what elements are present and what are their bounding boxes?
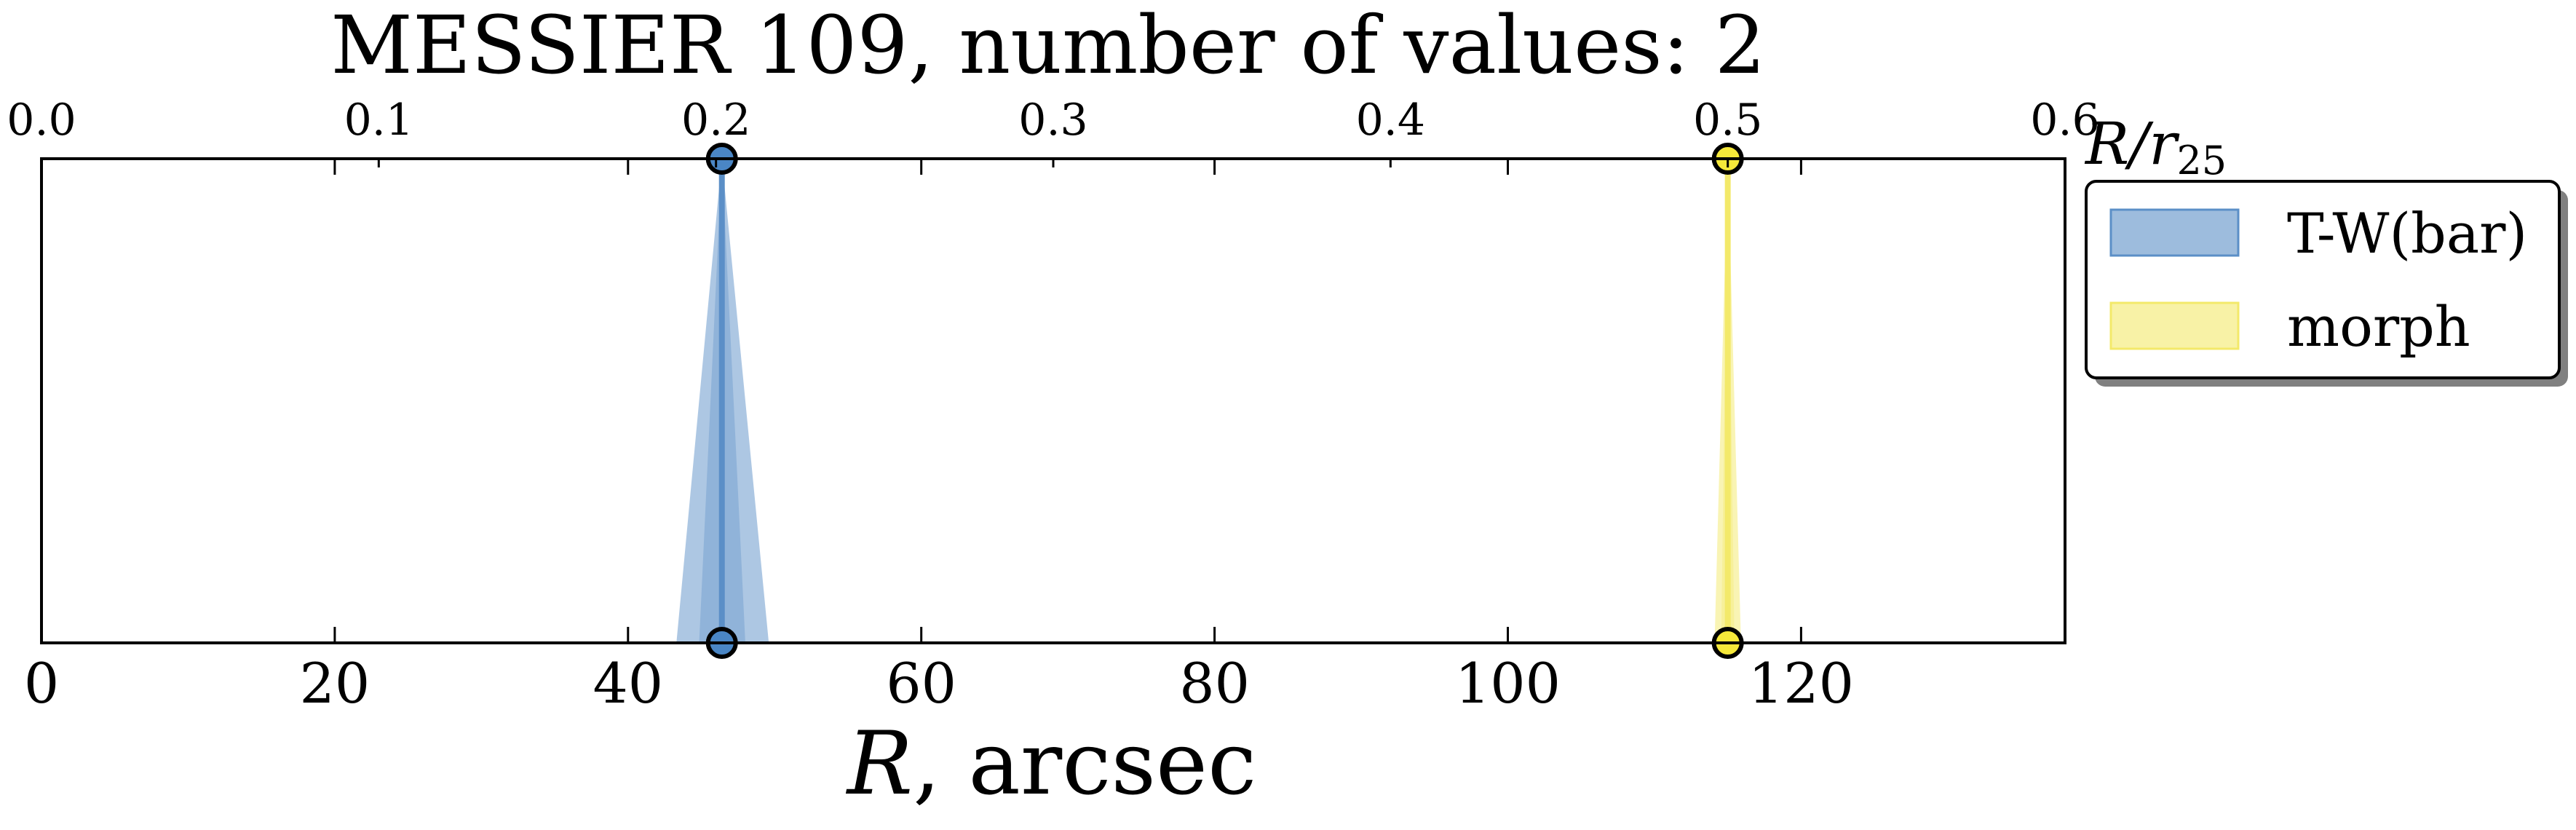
x-tick-label: 0 — [24, 651, 59, 716]
series-layer — [676, 143, 1744, 659]
x-tick-label: 40 — [593, 651, 663, 716]
top-tick-label: 0.4 — [1356, 95, 1425, 146]
chart-title: MESSIER 109, number of values: 2 — [330, 0, 1765, 92]
x-axis-label-var: R — [846, 714, 913, 815]
x-axis-label-unit: , arcsec — [913, 714, 1256, 815]
legend-label-morph: morph — [2287, 294, 2470, 359]
x-tick-label: 100 — [1455, 651, 1561, 716]
top-axis-label: R/r25 — [2084, 110, 2227, 183]
x-tick-label: 20 — [300, 651, 370, 716]
x-tick-label: 120 — [1748, 651, 1854, 716]
top-tick-label: 0.1 — [344, 95, 413, 146]
top-tick-label: 0.2 — [681, 95, 750, 146]
top-tick-label: 0.3 — [1018, 95, 1087, 146]
plot-frame — [40, 157, 2066, 644]
legend-swatch-tw-bar — [2109, 208, 2240, 257]
legend: T-W(bar) morph — [2085, 180, 2568, 387]
top-tick-label: 0.6 — [2030, 95, 2099, 146]
top-tick-label: 0.0 — [7, 95, 76, 146]
top-axis-label-sub: 25 — [2176, 138, 2227, 183]
legend-label-tw-bar: T-W(bar) — [2287, 201, 2527, 266]
x-axis-label: R, arcsec — [846, 714, 1257, 815]
top-tick-label: 0.5 — [1693, 95, 1762, 146]
ticks-layer: 0 20 40 60 80 100 120 0.0 0.1 0.2 0.3 0.4 0.5 0.6 — [7, 95, 2099, 716]
top-axis-label-var: R/r — [2084, 110, 2180, 178]
x-tick-label: 80 — [1179, 651, 1250, 716]
legend-swatch-morph — [2109, 301, 2240, 350]
x-tick-label: 60 — [886, 651, 956, 716]
